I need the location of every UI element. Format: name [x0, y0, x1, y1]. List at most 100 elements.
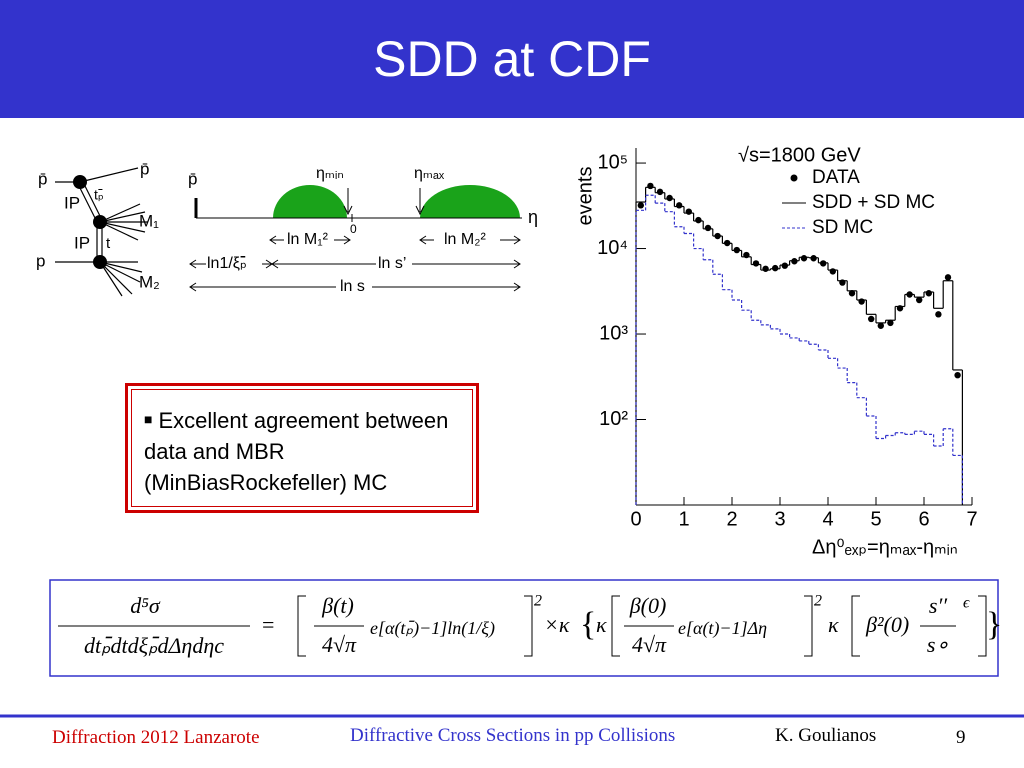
data-point: [858, 298, 865, 305]
rapidity-axes: [189, 188, 522, 292]
legend-label: SD MC: [812, 217, 873, 238]
legend-label: DATA: [812, 167, 860, 188]
data-point: [944, 274, 952, 281]
chart: 0 1 2 3 4 5 6 7 10² 10³ 10⁴ 10⁵ DATA SDD + SD MC SD MC: [597, 148, 978, 530]
y-tick-label: 10²: [599, 408, 628, 430]
data-point: [676, 202, 683, 209]
y-tick-label: 10⁴: [597, 237, 628, 259]
data-point: [800, 255, 808, 262]
gap-region: [420, 185, 520, 218]
formula-text: 4√π: [632, 632, 667, 657]
formula-text: 2: [534, 593, 542, 610]
data-point: [666, 194, 673, 202]
label: tₚ̄: [94, 187, 104, 203]
y-axis-label: events: [574, 167, 596, 226]
label: IP: [74, 233, 90, 252]
brace: }: [986, 606, 1002, 643]
x-axis-label: Δη⁰ₑₓₚ=ηₘₐₓ-ηₘᵢₙ: [812, 536, 958, 558]
label: p: [36, 251, 45, 270]
label: p̄: [38, 169, 47, 188]
x-tick-label: 5: [870, 508, 881, 530]
data-point: [954, 371, 961, 379]
formula-text: β²(0): [865, 612, 909, 637]
data-point: [704, 224, 712, 232]
x-tick-label: 7: [966, 508, 977, 530]
data-point: [935, 311, 942, 318]
vertex: [93, 215, 107, 229]
formula-text: β(0): [629, 593, 667, 618]
label: M₁: [139, 211, 159, 230]
formula-text: e[α(tₚ̄)−1]ln(1/ξ): [370, 618, 495, 639]
label: ηₘₐₓ: [414, 165, 445, 182]
data-point: [647, 182, 654, 190]
formula-text: s′′: [929, 593, 948, 618]
label: η: [528, 207, 538, 227]
slide-title: SDD at CDF: [0, 0, 1024, 118]
formula-text: dtₚ̄dtdξₚ̄dΔηdηc: [84, 633, 224, 658]
data-point: [772, 264, 779, 272]
data-point: [848, 290, 856, 297]
label: p̄: [188, 169, 197, 188]
y-tick-label: 10⁵: [597, 151, 628, 173]
data-point: [925, 290, 932, 297]
data-point: [829, 268, 836, 275]
formula-text: ϵ: [963, 595, 970, 612]
legend-marker: [790, 174, 798, 182]
vertex: [93, 255, 107, 269]
rapidity-labels: p̄ ηₘᵢₙ ηₘₐₓ 0 η ln M₁² ln M₂² ln1/ξₚ̄ l…: [188, 165, 538, 295]
x-tick-label: 1: [678, 508, 689, 530]
bracket: [611, 595, 813, 657]
formula-text: 2: [814, 593, 822, 610]
label: ηₘᵢₙ: [316, 165, 344, 182]
footer-author: K. Goulianos: [775, 725, 877, 746]
bracket: [851, 595, 987, 657]
formula-box: [49, 579, 999, 677]
x-tick-label: 3: [774, 508, 785, 530]
label: ln M₂²: [444, 231, 486, 248]
x-tick-label: 2: [726, 508, 737, 530]
footer-left: Diffraction 2012 Lanzarote: [52, 727, 260, 748]
formula-text: s∘: [927, 632, 949, 657]
formula-text: d⁵σ: [130, 593, 161, 618]
label: ln s: [340, 278, 365, 295]
formula: d⁵σ dtₚ̄dtdξₚ̄dΔηdηc = β(t) 4√π e[α(tₚ̄)…: [58, 593, 1002, 658]
data-point: [877, 322, 884, 329]
label: p̄: [140, 159, 149, 178]
x-tick-label: 0: [630, 508, 641, 530]
bullet-box: ■ Excellent agreement between data and MB…: [125, 383, 479, 513]
bullet-inner: ■ Excellent agreement between data and MB…: [131, 389, 473, 507]
footer-center: Diffractive Cross Sections in pp Collisi…: [350, 725, 676, 746]
chart-title: √s=1800 GeV: [738, 144, 861, 166]
label: ln s’: [378, 255, 406, 272]
formula-text: ×κ: [544, 612, 570, 637]
data-point: [637, 202, 644, 209]
label: t: [106, 235, 111, 252]
data-point: [868, 315, 875, 323]
formula-text: κ: [596, 612, 607, 637]
brace: {: [580, 606, 596, 643]
data-point: [887, 319, 894, 327]
label: ln1/ξₚ̄: [207, 255, 247, 272]
bullet-marker: ■: [144, 411, 153, 427]
diagram-labels: p̄ p̄ IP tₚ̄ M₁ IP t p M₂: [36, 159, 160, 291]
formula-text: =: [262, 612, 274, 637]
data-point: [916, 296, 923, 304]
legend-label: SDD + SD MC: [812, 192, 935, 213]
data-point: [656, 188, 664, 196]
label: ln M₁²: [287, 231, 329, 248]
gap-region: [273, 185, 347, 218]
bracket: [297, 595, 533, 657]
page-number: 9: [956, 727, 966, 748]
y-tick-label: 10³: [599, 322, 628, 344]
label: 0: [350, 222, 357, 236]
x-tick-label: 4: [822, 508, 833, 530]
bullet-text: Excellent agreement between data and MBR…: [144, 408, 449, 495]
x-tick-label: 6: [918, 508, 929, 530]
label: IP: [64, 193, 80, 212]
vertex: [73, 175, 87, 189]
data-point: [762, 265, 769, 272]
data-point: [685, 208, 692, 215]
data-point: [752, 260, 760, 267]
